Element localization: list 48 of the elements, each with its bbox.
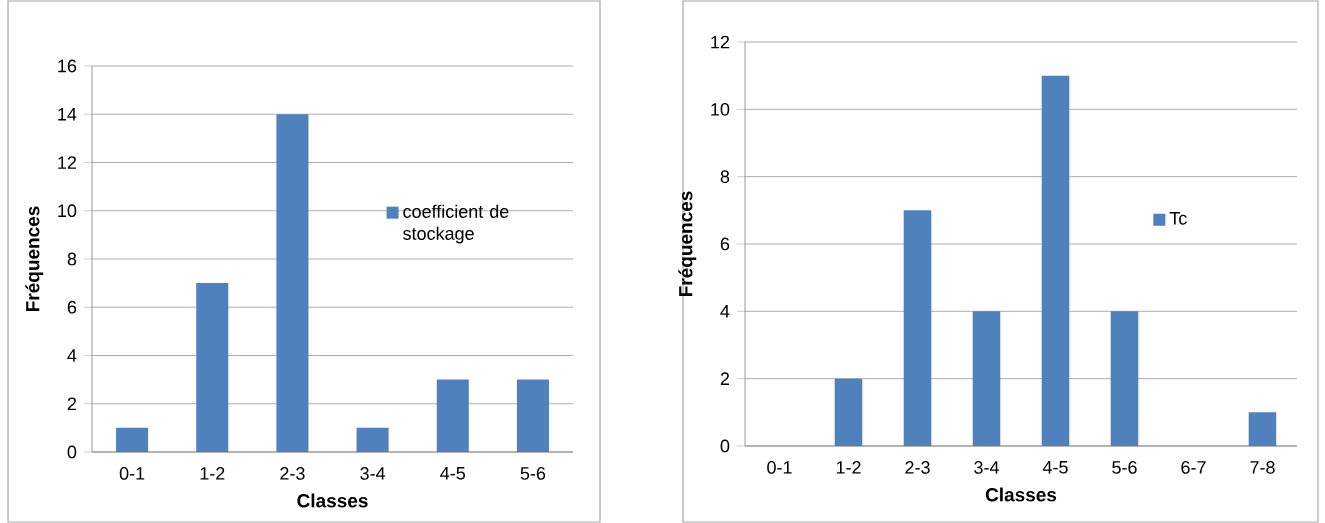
y-tick-label: 6 (720, 237, 730, 251)
bar (834, 378, 863, 446)
x-tick-label: 0-1 (119, 467, 145, 480)
x-tick-label: 4-5 (1042, 461, 1068, 474)
y-tick-label: 0 (720, 439, 730, 453)
x-tick-label: 1-2 (836, 461, 861, 474)
bar (1041, 75, 1070, 446)
y-tick-label: 14 (58, 108, 77, 121)
x-axis-title: Classes (985, 487, 1057, 502)
x-tick-label: 2-3 (280, 467, 305, 480)
x-tick-label: 4-5 (440, 467, 466, 480)
y-tick-label: 2 (720, 372, 730, 385)
x-tick-label: 7-8 (1250, 461, 1275, 474)
y-tick-label: 8 (67, 252, 77, 266)
y-axis-title: Fréquences (25, 206, 44, 312)
y-tick-label: 4 (720, 305, 730, 318)
y-tick-label: 6 (67, 300, 77, 314)
y-axis-title: Fréquences (678, 191, 697, 297)
bar (903, 210, 932, 446)
x-tick-label: 2-3 (905, 461, 930, 474)
y-tick-label: 2 (67, 397, 77, 411)
bar (516, 379, 549, 452)
legend-label: coefficient de stockage (403, 204, 509, 244)
x-tick-label: 6-7 (1181, 461, 1206, 474)
y-tick-label: 12 (711, 35, 730, 49)
y-tick-label: 4 (67, 349, 77, 362)
bar (276, 114, 309, 452)
x-axis-title: Classes (297, 493, 368, 508)
x-tick-label: 3-4 (360, 467, 386, 480)
bar (196, 283, 229, 452)
y-tick-label: 16 (58, 59, 77, 73)
legend-label: Tc (1169, 212, 1187, 225)
x-tick-label: 0-1 (767, 461, 792, 474)
y-tick-label: 12 (58, 156, 77, 169)
y-tick-label: 10 (711, 102, 730, 116)
bar (972, 311, 1001, 446)
x-tick-label: 5-6 (1112, 461, 1137, 474)
x-tick-label: 5-6 (520, 467, 546, 480)
y-tick-label: 10 (58, 204, 77, 218)
bar (1110, 311, 1139, 446)
y-tick-label: 8 (720, 170, 730, 184)
x-tick-label: 1-2 (200, 467, 225, 480)
bar (436, 379, 469, 452)
bar (116, 427, 149, 452)
bar (356, 427, 389, 452)
bar (1248, 412, 1277, 446)
x-tick-label: 3-4 (974, 461, 999, 474)
y-tick-label: 0 (67, 445, 77, 459)
